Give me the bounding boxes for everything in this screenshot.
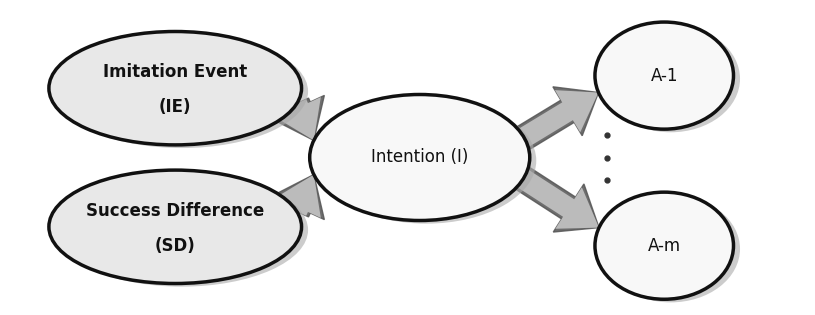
Text: Imitation Event: Imitation Event	[104, 63, 247, 82]
Ellipse shape	[49, 170, 302, 284]
Ellipse shape	[595, 22, 734, 129]
Polygon shape	[276, 97, 321, 140]
Polygon shape	[518, 170, 599, 229]
Text: (SD): (SD)	[155, 237, 196, 255]
Text: (IE): (IE)	[159, 98, 192, 116]
Ellipse shape	[55, 35, 308, 148]
Ellipse shape	[601, 25, 740, 132]
Text: Success Difference: Success Difference	[86, 202, 264, 220]
Polygon shape	[518, 87, 598, 149]
Text: A-1: A-1	[650, 66, 678, 85]
Polygon shape	[276, 175, 321, 218]
Polygon shape	[519, 90, 598, 146]
Text: A-m: A-m	[648, 237, 681, 255]
Ellipse shape	[601, 195, 740, 302]
Ellipse shape	[595, 192, 734, 299]
Text: Intention (I): Intention (I)	[371, 148, 469, 167]
Polygon shape	[273, 95, 324, 140]
Polygon shape	[273, 175, 324, 220]
Ellipse shape	[316, 98, 536, 224]
Ellipse shape	[310, 94, 530, 220]
Polygon shape	[517, 168, 599, 232]
Ellipse shape	[55, 173, 308, 287]
Ellipse shape	[49, 32, 302, 145]
